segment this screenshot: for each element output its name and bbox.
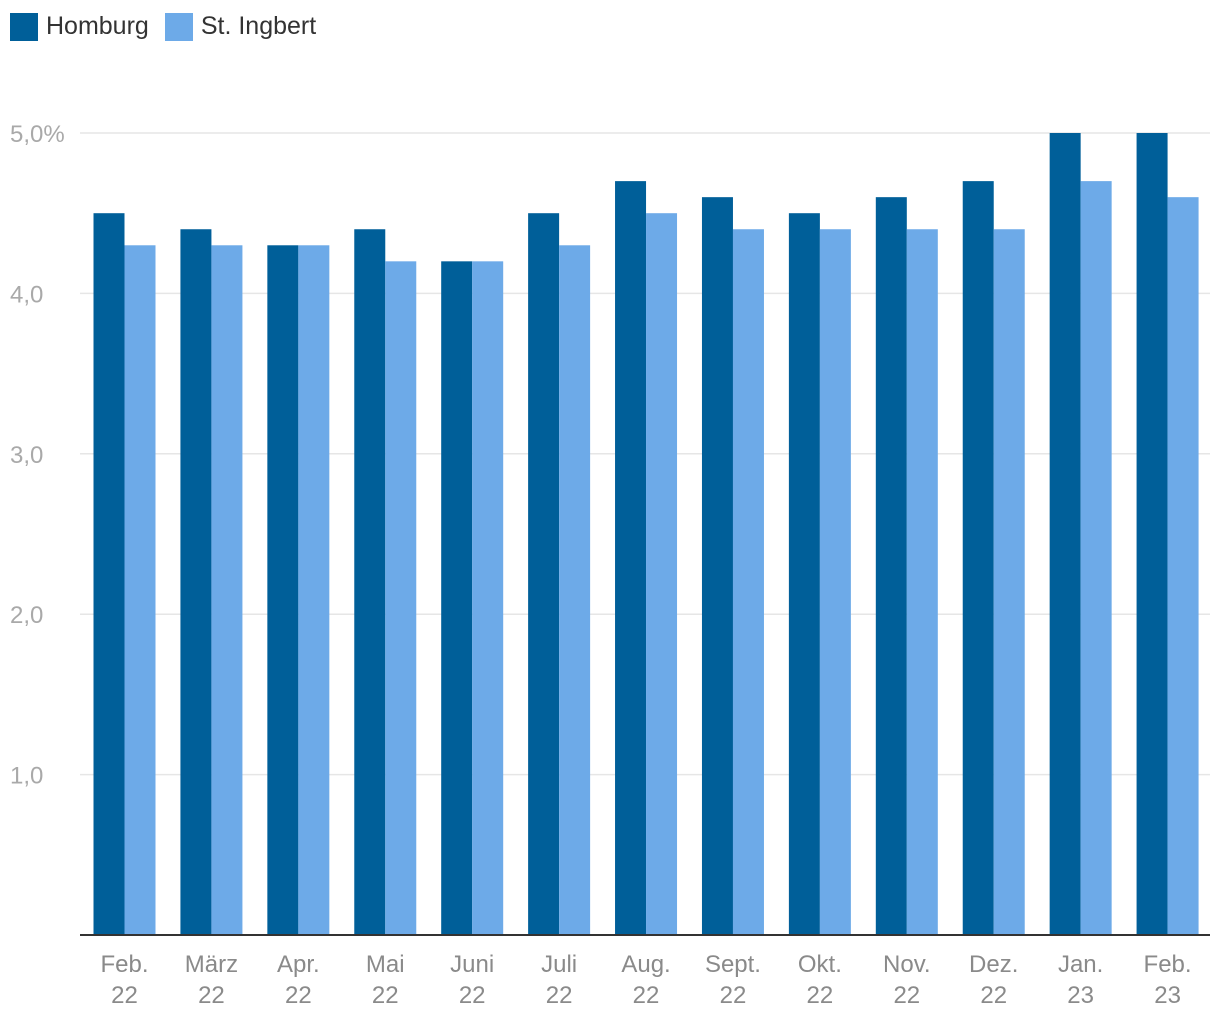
- x-tick-label: Dez.: [969, 951, 1018, 978]
- x-tick-label: 22: [111, 982, 138, 1009]
- bar: [1080, 181, 1112, 935]
- y-tick-label: 4,0: [10, 281, 43, 308]
- x-tick-label: Juni: [450, 951, 494, 978]
- y-tick-label: 2,0: [10, 602, 43, 629]
- y-tick-label: 5,0%: [10, 121, 65, 148]
- bar: [559, 245, 591, 935]
- x-tick-label: Feb.: [100, 951, 148, 978]
- x-tick-label: Nov.: [883, 951, 931, 978]
- bar: [732, 229, 764, 936]
- bar: [1136, 133, 1168, 935]
- x-tick-label: 22: [372, 982, 399, 1009]
- legend-swatch-st-ingbert: [164, 12, 193, 41]
- x-tick-label: 22: [546, 982, 573, 1009]
- x-tick-label: Apr.: [277, 951, 320, 978]
- x-tick-label: 22: [633, 982, 660, 1009]
- x-tick-label: 22: [720, 982, 747, 1009]
- y-tick-label: 1,0: [10, 763, 43, 790]
- x-tick-label: 23: [1154, 982, 1181, 1009]
- bar: [701, 197, 733, 935]
- bar: [819, 229, 851, 936]
- x-tick-label: 22: [459, 982, 486, 1009]
- bar: [615, 181, 647, 935]
- bar: [124, 245, 156, 935]
- x-tick-label: 22: [285, 982, 312, 1009]
- x-tick-label: Jan.: [1058, 951, 1103, 978]
- x-tick-label: Mai: [366, 951, 405, 978]
- x-tick-label: 22: [980, 982, 1007, 1009]
- legend-label-homburg: Homburg: [46, 12, 149, 40]
- bar: [962, 181, 994, 935]
- bar: [211, 245, 243, 935]
- x-tick-label: 23: [1067, 982, 1094, 1009]
- bar: [875, 197, 907, 935]
- x-tick-label: März: [185, 951, 238, 978]
- bar: [1049, 133, 1081, 935]
- bar: [93, 213, 125, 935]
- bar: [298, 245, 330, 935]
- bar: [646, 213, 678, 935]
- x-tick-label: Juli: [541, 951, 577, 978]
- bar: [528, 213, 560, 935]
- bar: [441, 261, 473, 935]
- bar: [1167, 197, 1199, 935]
- y-tick-label: 3,0: [10, 442, 43, 469]
- x-tick-label: 22: [893, 982, 920, 1009]
- x-tick-label: 22: [198, 982, 225, 1009]
- bar: [180, 229, 212, 936]
- x-tick-label: Sept.: [705, 951, 761, 978]
- chart-legend: Homburg St. Ingbert: [10, 12, 316, 41]
- x-tick-label: 22: [807, 982, 834, 1009]
- legend-item-st-ingbert[interactable]: St. Ingbert: [164, 12, 317, 41]
- x-tick-label: Aug.: [621, 951, 670, 978]
- bar: [267, 245, 299, 935]
- x-tick-label: Okt.: [798, 951, 842, 978]
- bar: [788, 213, 820, 935]
- bar: [385, 261, 417, 935]
- legend-label-st-ingbert: St. Ingbert: [200, 12, 317, 40]
- bar: [993, 229, 1025, 936]
- x-tick-label: Feb.: [1144, 951, 1192, 978]
- legend-item-homburg[interactable]: Homburg: [10, 12, 149, 41]
- bar: [472, 261, 504, 935]
- bar: [354, 229, 386, 936]
- legend-swatch-homburg: [10, 12, 38, 41]
- bar: [906, 229, 938, 936]
